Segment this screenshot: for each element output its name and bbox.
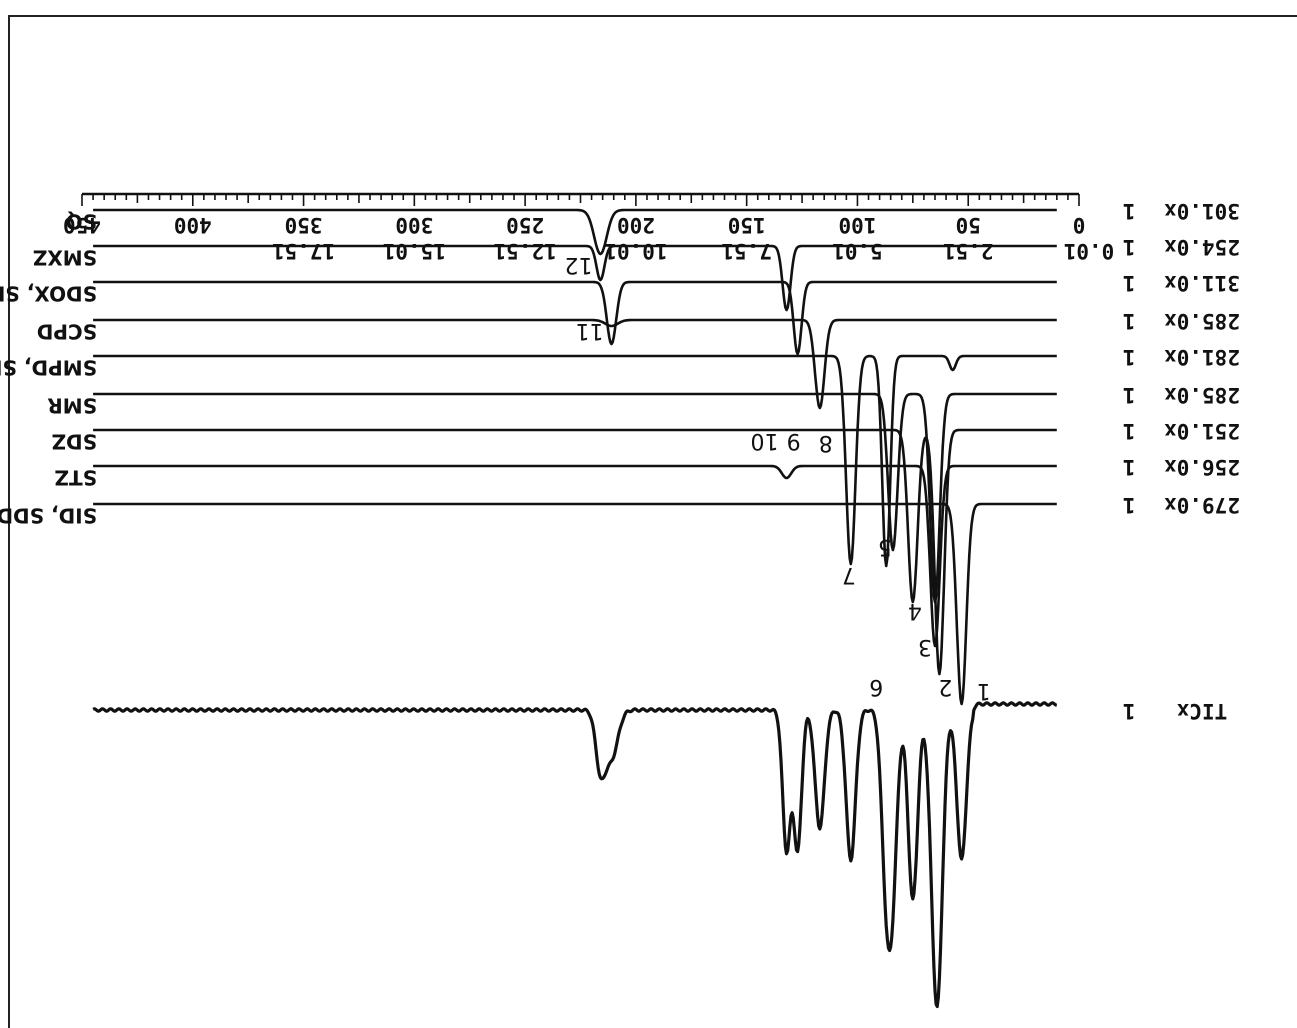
ion-trace [92, 464, 1057, 648]
peak-number-label: 12 [564, 252, 592, 277]
ion-mass-label: 256.0x [1164, 455, 1240, 479]
time-tick-label: 15.01 [383, 239, 446, 263]
ion-trace [92, 502, 1057, 706]
ion-trace [92, 208, 1057, 256]
tic-label: TICx [1176, 699, 1227, 723]
ion-scale-label: 1 [1123, 455, 1136, 479]
ion-trace [92, 428, 1057, 676]
ion-mass-label: 285.0x [1164, 383, 1240, 407]
ion-trace [92, 244, 1057, 312]
scan-tick-label: 300 [395, 213, 433, 237]
time-tick-label: 7.51 [721, 239, 772, 263]
ion-scale-label: 1 [1123, 419, 1136, 443]
tic-scale-label: 1 [1123, 699, 1136, 723]
ion-mass-label: 281.0x [1164, 345, 1240, 369]
ion-mass-label: 251.0x [1164, 419, 1240, 443]
peak-number-label: 10 [751, 428, 779, 453]
ion-trace [92, 318, 1057, 410]
time-tick-label: 5.01 [832, 239, 883, 263]
peak-number-label: 3 [918, 634, 932, 659]
peak-number-label: 7 [842, 562, 856, 587]
ion-mass-label: 254.0x [1164, 235, 1240, 259]
time-tick-label: 0.01 [1064, 239, 1115, 263]
scan-tick-label: 350 [285, 213, 323, 237]
ion-mass-label: 285.0x [1164, 309, 1240, 333]
compound-name-label: SMPD, SMMX [0, 356, 97, 380]
ion-mass-label: 279.0x [1164, 493, 1240, 517]
scan-tick-label: 150 [728, 213, 766, 237]
ion-scale-label: 1 [1123, 235, 1136, 259]
peak-number-label: 8 [819, 430, 833, 455]
scan-tick-label: 450 [63, 213, 101, 237]
compound-name-label: SMXZ [33, 246, 97, 270]
time-tick-label: 12.51 [494, 239, 557, 263]
ion-scale-label: 1 [1123, 493, 1136, 517]
scan-tick-label: 400 [174, 213, 212, 237]
time-tick-label: 10.01 [604, 239, 667, 263]
compound-name-label: SMR [47, 394, 97, 418]
time-tick-label: 17.51 [272, 239, 335, 263]
compound-name-label: SID, SDD [0, 504, 97, 528]
compound-name-label: SDZ [52, 430, 98, 454]
ion-trace [92, 354, 1057, 568]
ion-scale-label: 1 [1123, 199, 1136, 223]
time-tick-label: 2.51 [943, 239, 994, 263]
chart-plot-area: 0 50 100 150 200 250 300 350 400 450 0.01 2.51 5.01 7… [0, 192, 1240, 1009]
peak-number-label: 4 [908, 598, 922, 623]
compound-name-label: SQ [66, 210, 97, 234]
compound-name-label: SDOX, SDMX [0, 282, 97, 306]
peak-number-label: 11 [576, 318, 604, 343]
tic-trace [92, 701, 1058, 1009]
scan-tick-label: 200 [617, 213, 655, 237]
compound-name-label: STZ [55, 466, 98, 490]
ion-trace [92, 392, 1057, 604]
peak-number-label: 2 [938, 674, 952, 699]
ion-scale-label: 1 [1123, 383, 1136, 407]
peak-number-label: 6 [869, 674, 883, 699]
scan-tick-label: 100 [838, 213, 876, 237]
scan-tick-label: 50 [956, 213, 981, 237]
ion-scale-label: 1 [1123, 309, 1136, 333]
peak-number-label: 5 [878, 534, 892, 559]
ion-mass-label: 301.0x [1164, 199, 1240, 223]
compound-name-label: SCPD [37, 320, 97, 344]
ion-scale-label: 1 [1123, 345, 1136, 369]
peak-number-label: 9 [787, 428, 801, 453]
peak-number-label: 1 [977, 678, 991, 703]
scan-tick-label: 0 [1073, 213, 1086, 237]
ion-trace [92, 280, 1057, 356]
ion-scale-label: 1 [1123, 271, 1136, 295]
scan-tick-label: 250 [506, 213, 544, 237]
ion-mass-label: 311.0x [1164, 271, 1240, 295]
